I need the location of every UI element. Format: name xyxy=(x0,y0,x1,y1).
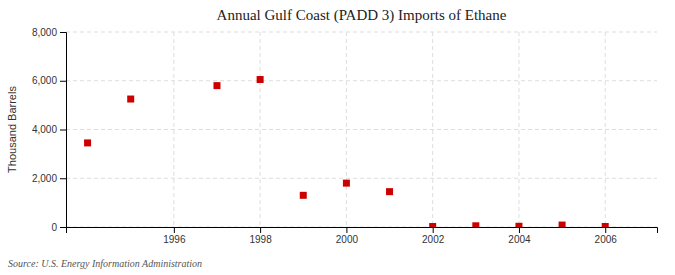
tick-label: 2006 xyxy=(595,234,618,245)
y-axis: 0 2,000 4,000 6,000 8,000 xyxy=(32,27,67,233)
grid xyxy=(66,32,657,227)
tick-mark xyxy=(346,227,347,233)
tick-mark xyxy=(60,32,66,33)
point xyxy=(257,76,264,83)
tick-mark xyxy=(60,178,66,179)
axis-line xyxy=(67,228,658,234)
grid-line xyxy=(173,32,174,227)
grid-line xyxy=(346,32,347,227)
point xyxy=(84,139,91,146)
points xyxy=(84,76,609,227)
tick-label: 0 xyxy=(51,222,57,233)
grid-line xyxy=(432,32,433,227)
tick-mark xyxy=(60,130,66,131)
tick-mark xyxy=(605,227,606,233)
tick-mark xyxy=(174,227,175,233)
tick-mark xyxy=(433,227,434,233)
tick-mark xyxy=(60,227,66,228)
axis-line xyxy=(60,33,67,228)
chart: 1996 1998 2000 2002 2004 2006 0 2,000 4,000 6,000… xyxy=(0,0,675,275)
grid-line xyxy=(518,32,519,227)
tick: 1998 xyxy=(249,227,272,245)
tick: 2002 xyxy=(422,227,445,245)
tick-mark xyxy=(60,81,66,82)
tick: 2,000 xyxy=(32,173,66,184)
point xyxy=(386,188,393,195)
point xyxy=(602,223,609,227)
point xyxy=(559,222,566,227)
grid-line xyxy=(260,32,261,227)
tick: 2000 xyxy=(336,227,359,245)
tick: 0 xyxy=(51,222,66,233)
tick: 8,000 xyxy=(32,27,66,38)
tick-label: 1998 xyxy=(249,234,272,245)
grid-line xyxy=(66,80,657,81)
point xyxy=(343,180,350,187)
point xyxy=(213,82,220,89)
tick-label: 2002 xyxy=(422,234,445,245)
tick-label: 6,000 xyxy=(32,75,57,86)
tick-label: 2004 xyxy=(508,234,531,245)
tick: 1996 xyxy=(163,227,186,245)
tick-label: 2,000 xyxy=(32,173,57,184)
point xyxy=(127,96,134,103)
tick-mark xyxy=(260,227,261,233)
annotation: Source: U.S. Energy Information Administ… xyxy=(8,258,202,269)
tick-mark xyxy=(519,227,520,233)
tick-label: 2000 xyxy=(336,234,359,245)
tick-label: 8,000 xyxy=(32,27,57,38)
y-axis-title: Thousand Barrels xyxy=(6,86,18,173)
tick: 4,000 xyxy=(32,124,66,135)
tick: 2006 xyxy=(595,227,618,245)
grid-line xyxy=(66,129,657,130)
x-axis: 1996 1998 2000 2002 2004 2006 xyxy=(67,227,658,245)
title: Annual Gulf Coast (PADD 3) Imports of Et… xyxy=(217,7,507,24)
tick: 6,000 xyxy=(32,75,66,86)
tick-label: 4,000 xyxy=(32,124,57,135)
point xyxy=(300,192,307,199)
grid-line xyxy=(66,32,657,33)
tick: 2004 xyxy=(508,227,531,245)
grid-line xyxy=(605,32,606,227)
point xyxy=(472,222,479,227)
plot: 1996 1998 2000 2002 2004 2006 0 2,000 4,000 6,000… xyxy=(32,27,658,245)
point xyxy=(515,223,522,227)
grid-line xyxy=(66,178,657,179)
tick-label: 1996 xyxy=(163,234,186,245)
point xyxy=(429,223,436,227)
